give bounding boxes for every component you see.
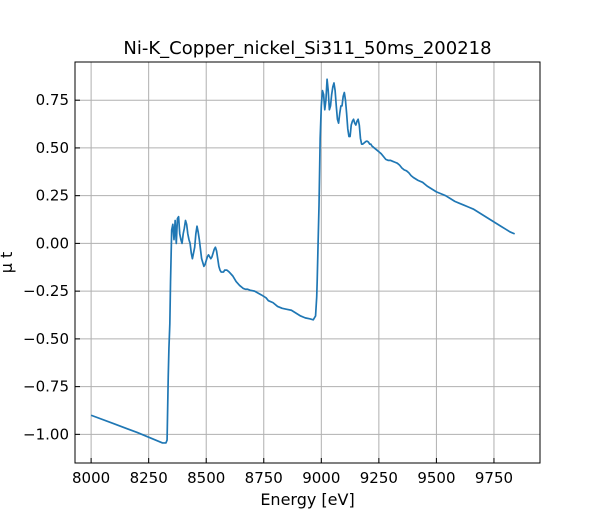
y-axis-label: μ t <box>0 252 16 274</box>
y-tick-label: 0.50 <box>36 139 69 157</box>
plot-frame <box>74 61 541 464</box>
series-line <box>90 78 516 444</box>
x-tick-label: 8000 <box>72 469 110 487</box>
tick-layer: 8000 8250 8500 8750 9000 9250 9500 9750 −1.00 −0.… <box>23 91 513 487</box>
x-tick-label: 9250 <box>360 469 398 487</box>
x-tick-label: 9500 <box>417 469 455 487</box>
y-tick-label: −0.75 <box>23 378 69 396</box>
y-tick-label: −0.25 <box>23 282 69 300</box>
x-axis-label: Energy [eV] <box>260 490 354 509</box>
x-tick-label: 8500 <box>187 469 225 487</box>
y-tick-label: 0.00 <box>36 234 69 252</box>
y-tick-label: −0.50 <box>23 330 69 348</box>
y-tick-label: 0.75 <box>36 91 69 109</box>
x-tick-label: 9750 <box>475 469 513 487</box>
grid-layer <box>75 62 540 463</box>
x-tick-label: 8250 <box>130 469 168 487</box>
x-tick-label: 9000 <box>302 469 340 487</box>
chart-title: Ni-K_Copper_nickel_Si311_50ms_200218 <box>123 38 491 59</box>
y-tick-label: 0.25 <box>36 187 69 205</box>
y-tick-label: −1.00 <box>23 425 69 443</box>
x-tick-label: 8750 <box>245 469 283 487</box>
series-layer <box>90 78 516 444</box>
